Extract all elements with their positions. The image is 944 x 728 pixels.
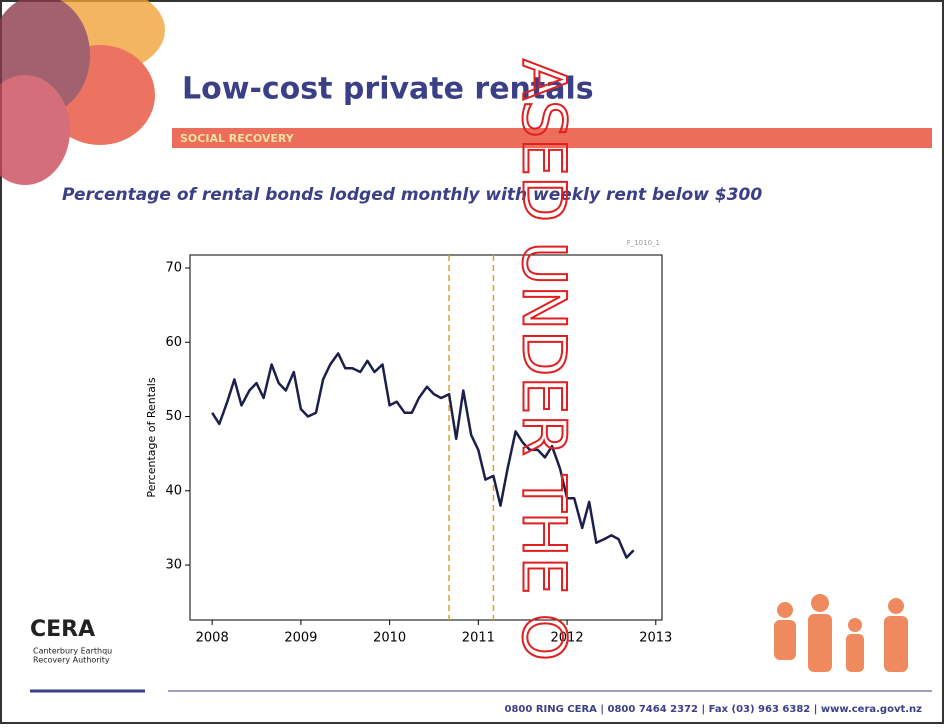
family-icon (774, 594, 908, 672)
logo-line: Canterbury Earthqu (33, 647, 112, 656)
x-tick-label: 2008 (196, 631, 229, 646)
data-line (211, 352, 635, 559)
watermark: ASED UNDER THE O (508, 59, 578, 661)
x-tick-label: 2009 (284, 631, 317, 646)
section-bar (172, 128, 932, 148)
plot-frame (189, 254, 663, 621)
y-tick-label: 70 (165, 260, 182, 275)
slide-title: Low-cost private rentals (182, 72, 594, 107)
logo-name: CERA (30, 617, 95, 642)
x-tick-label: 2011 (462, 631, 495, 646)
petal-decoration (0, 0, 165, 185)
logo-line: Recovery Authority (33, 656, 110, 665)
y-tick-label: 30 (165, 558, 182, 573)
footer-contact: 0800 RING CERA | 0800 7464 2372 | Fax (0… (505, 704, 923, 715)
x-tick-label: 2012 (551, 631, 584, 646)
y-tick-label: 50 (165, 409, 182, 424)
section-label: SOCIAL RECOVERY (180, 132, 295, 145)
y-axis-label: Percentage of Rentals (145, 377, 158, 497)
y-tick-label: 40 (165, 483, 182, 498)
annotation: F_1010_1 (627, 239, 660, 247)
subtitle: Percentage of rental bonds lodged monthl… (62, 185, 762, 205)
y-tick-label: 60 (165, 335, 182, 350)
x-tick-label: 2013 (639, 631, 672, 646)
x-tick-label: 2010 (373, 631, 406, 646)
chart: 30 40 50 60 70 2008 2009 2010 2011 2012 2013 Percen… (145, 239, 672, 646)
